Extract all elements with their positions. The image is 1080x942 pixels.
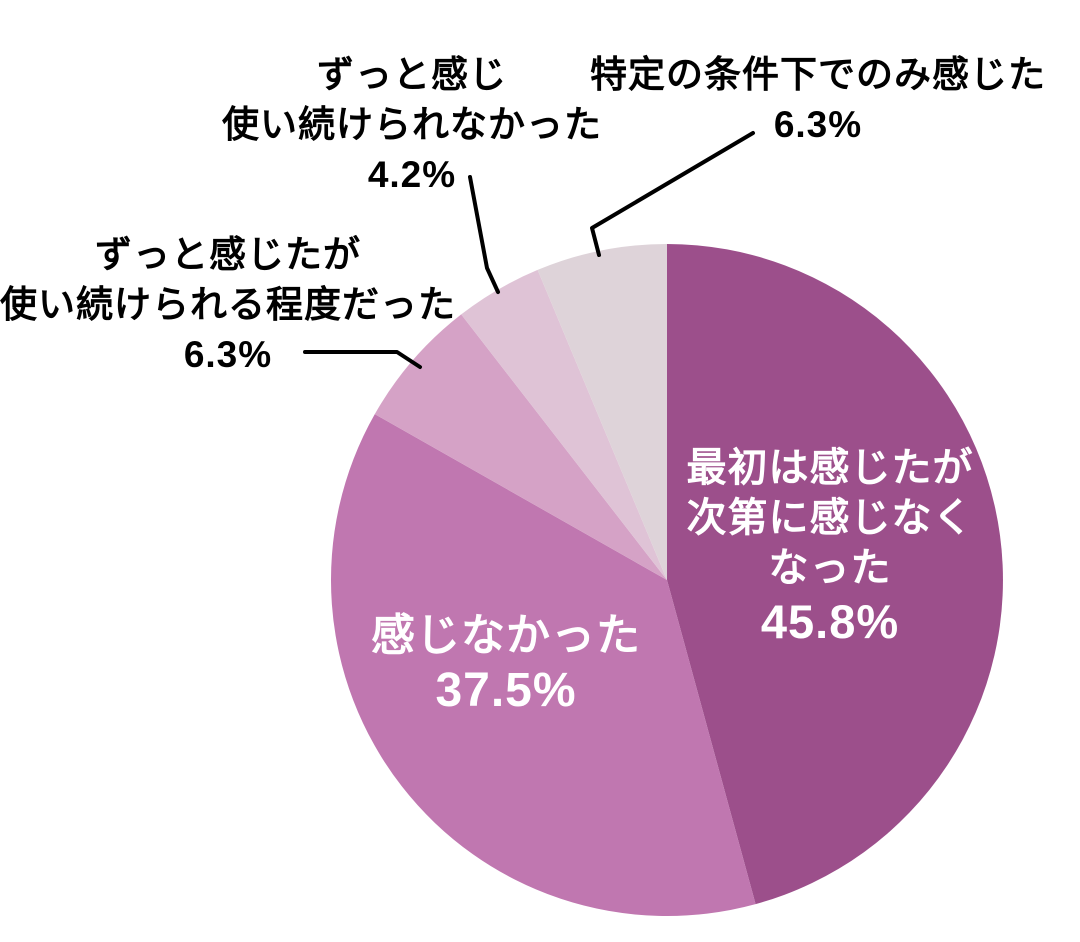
label-percent: 6.3% bbox=[773, 104, 863, 145]
leader-line-tokutei bbox=[590, 131, 755, 257]
label-line: 使い続けられなかった bbox=[222, 104, 602, 145]
label-percent: 37.5% bbox=[435, 664, 577, 717]
leader-line-zutto-nakatta bbox=[468, 175, 500, 294]
label-line: なった bbox=[768, 546, 892, 590]
label-line: 感じなかった bbox=[371, 611, 641, 660]
slice-label-saisho: 最初は感じたが 次第に感じなく なった 45.8% bbox=[687, 443, 974, 651]
label-percent: 4.2% bbox=[367, 154, 457, 195]
callout-label-zutto-teido: ずっと感じたが 使い続けられる程度だった 6.3% bbox=[0, 230, 456, 380]
label-line: 使い続けられる程度だった bbox=[0, 284, 456, 325]
label-line: ずっと感じ bbox=[317, 54, 507, 95]
label-line: 特定の条件下でのみ感じた bbox=[590, 54, 1046, 95]
pie-slice-4 bbox=[461, 269, 667, 580]
pie-slice-3 bbox=[374, 314, 667, 580]
callout-label-tokutei: 特定の条件下でのみ感じた 6.3% bbox=[590, 50, 1046, 150]
pie-slice-2 bbox=[330, 414, 756, 916]
label-line: 次第に感じなく bbox=[686, 496, 974, 540]
label-line: ずっと感じたが bbox=[95, 234, 361, 275]
leader-line-zutto-teido bbox=[303, 350, 422, 369]
slice-label-kanjinakatta: 感じなかった 37.5% bbox=[371, 610, 641, 720]
label-percent: 6.3% bbox=[183, 334, 273, 375]
callout-label-zutto-nakatta: ずっと感じ 使い続けられなかった 4.2% bbox=[222, 50, 602, 200]
label-percent: 45.8% bbox=[760, 595, 900, 648]
pie-slices bbox=[330, 244, 1003, 916]
pie-slice-5 bbox=[537, 244, 667, 580]
label-line: 最初は感じたが bbox=[686, 446, 974, 490]
pie-slice-1 bbox=[667, 244, 1003, 905]
